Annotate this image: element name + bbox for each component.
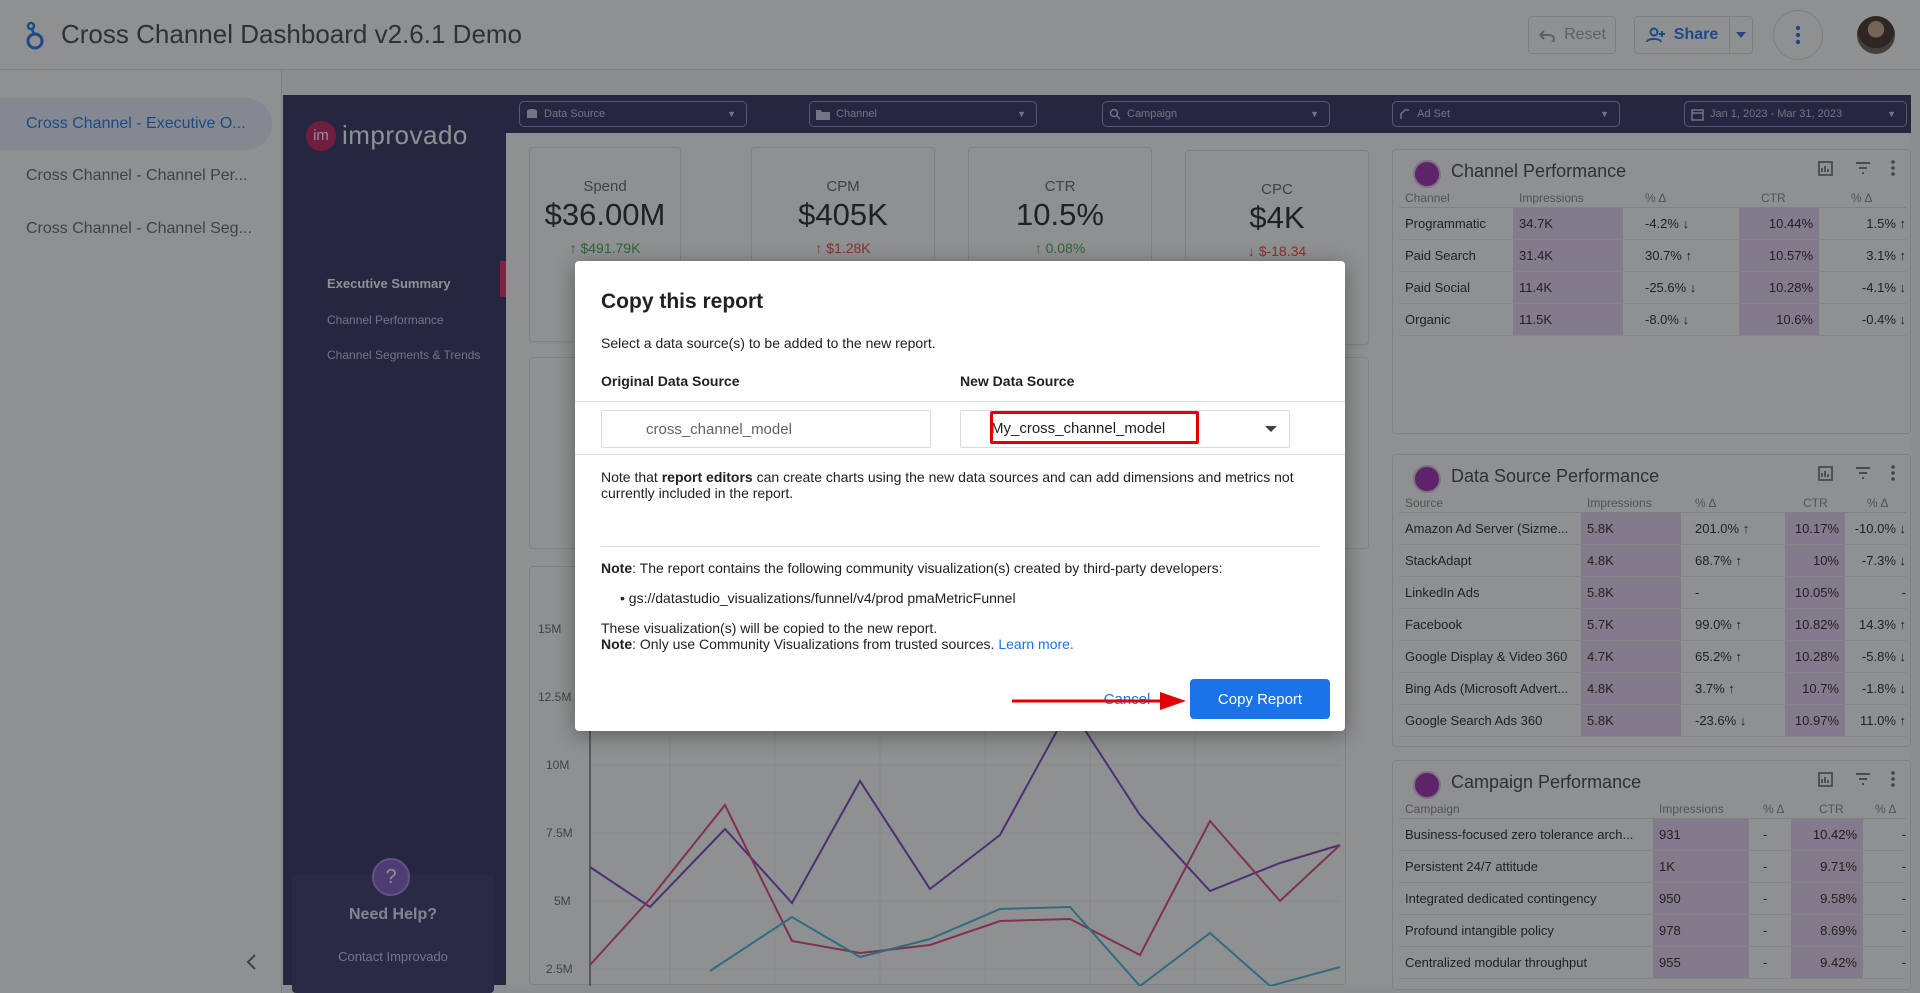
original-data-source-field: cross_channel_model — [601, 410, 931, 448]
original-source-header: Original Data Source — [601, 373, 740, 389]
editors-note: Note that report editors can create char… — [601, 469, 1321, 501]
annotation-highlight-box — [990, 411, 1199, 444]
divider — [575, 401, 1345, 402]
annotation-arrow-icon — [1012, 692, 1186, 710]
cancel-button[interactable]: Cancel — [1103, 690, 1151, 708]
copy-report-dialog: Copy this report Select a data source(s)… — [575, 261, 1345, 731]
dialog-title: Copy this report — [601, 290, 764, 313]
learn-more-link[interactable]: Learn more. — [998, 636, 1074, 652]
community-viz-path: gs://datastudio_visualizations/funnel/v4… — [628, 590, 1016, 606]
chevron-down-icon — [1265, 426, 1277, 432]
community-note-label: Note — [601, 560, 633, 576]
community-viz-item: • gs://datastudio_visualizations/funnel/… — [620, 590, 1016, 606]
new-data-source-value: My_cross_channel_model — [991, 420, 1166, 437]
trusted-note: Note: Only use Community Visualizations … — [601, 636, 1074, 652]
note-prefix: Note that — [601, 469, 662, 485]
copied-line: These visualization(s) will be copied to… — [601, 620, 938, 636]
new-source-header: New Data Source — [960, 373, 1075, 389]
dialog-subtitle: Select a data source(s) to be added to t… — [601, 335, 936, 351]
note-bold: report editors — [661, 469, 753, 485]
copy-report-button[interactable]: Copy Report — [1190, 679, 1330, 719]
community-note-text: : The report contains the following comm… — [632, 560, 1223, 576]
new-data-source-select[interactable]: My_cross_channel_model — [960, 410, 1290, 448]
community-note: Note: The report contains the following … — [601, 560, 1222, 576]
divider — [575, 454, 1345, 455]
note-rest: can create charts using the new data sou… — [601, 469, 1294, 501]
trusted-note-text: : Only use Community Visualizations from… — [632, 636, 999, 652]
divider — [601, 546, 1319, 547]
trusted-note-label: Note — [601, 636, 633, 652]
